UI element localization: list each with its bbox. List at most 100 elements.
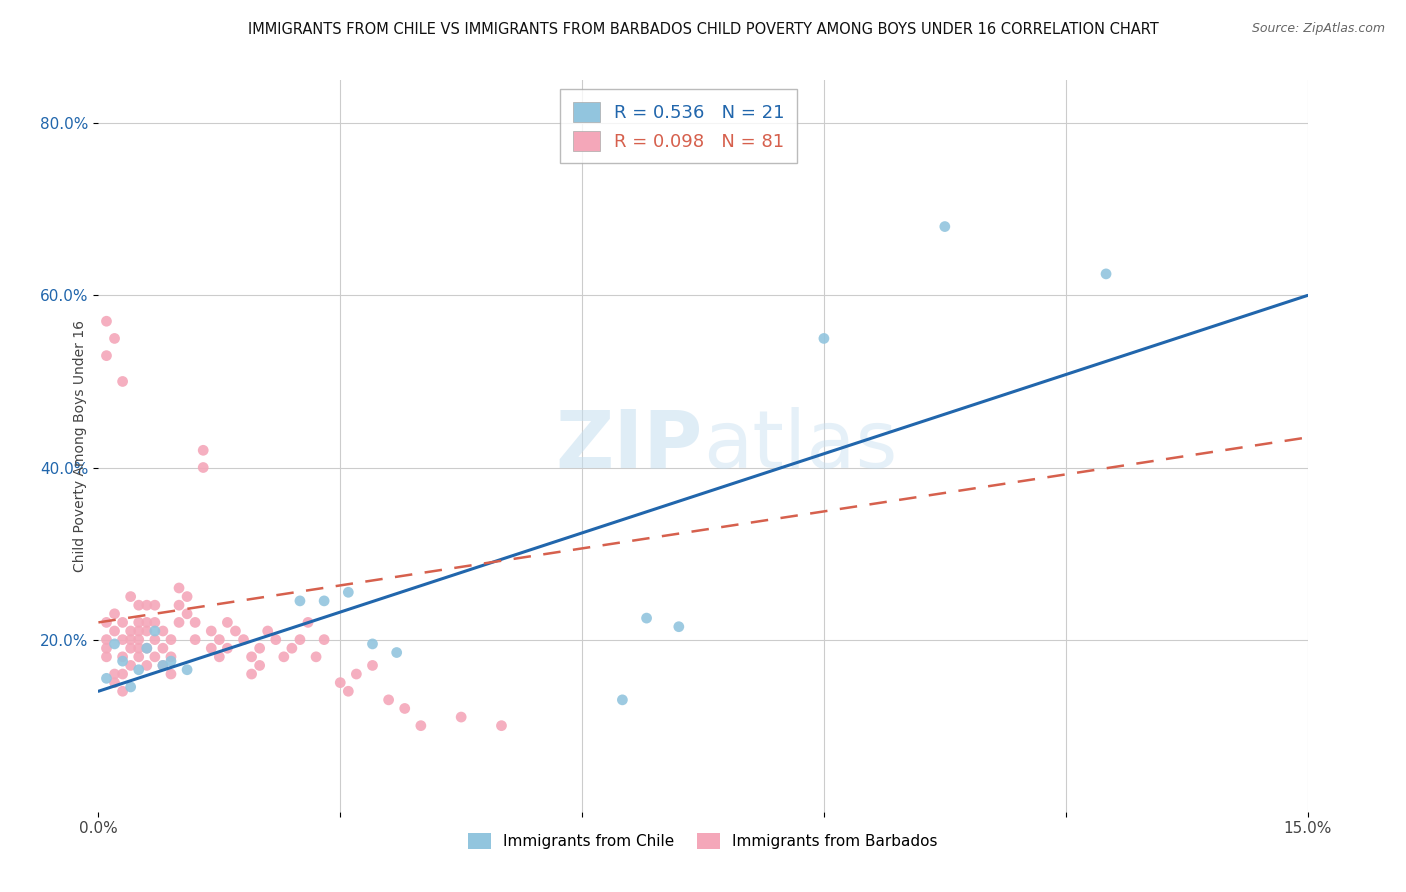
Point — [450, 710, 472, 724]
Point — [329, 675, 352, 690]
Point — [111, 615, 134, 630]
Point — [385, 646, 408, 660]
Point — [103, 667, 125, 681]
Point — [160, 654, 183, 668]
Point — [143, 632, 166, 647]
Point — [135, 598, 157, 612]
Point — [361, 658, 384, 673]
Point — [135, 624, 157, 638]
Point — [135, 615, 157, 630]
Point — [160, 649, 183, 664]
Point — [111, 375, 134, 389]
Point — [176, 663, 198, 677]
Point — [96, 641, 118, 656]
Point — [143, 649, 166, 664]
Point — [668, 620, 690, 634]
Point — [160, 632, 183, 647]
Point — [409, 719, 432, 733]
Point — [128, 641, 150, 656]
Point — [217, 641, 239, 656]
Point — [135, 641, 157, 656]
Point — [224, 624, 246, 638]
Point — [184, 615, 207, 630]
Text: ZIP: ZIP — [555, 407, 703, 485]
Point — [176, 590, 198, 604]
Point — [813, 331, 835, 345]
Point — [636, 611, 658, 625]
Point — [337, 585, 360, 599]
Point — [120, 624, 142, 638]
Point — [256, 624, 278, 638]
Point — [184, 632, 207, 647]
Point — [128, 663, 150, 677]
Point — [135, 641, 157, 656]
Point — [96, 632, 118, 647]
Point — [314, 594, 336, 608]
Point — [167, 615, 190, 630]
Point — [152, 641, 174, 656]
Point — [96, 671, 118, 685]
Point — [208, 632, 231, 647]
Point — [111, 684, 134, 698]
Text: Source: ZipAtlas.com: Source: ZipAtlas.com — [1251, 22, 1385, 36]
Point — [612, 693, 634, 707]
Point — [217, 615, 239, 630]
Point — [297, 615, 319, 630]
Point — [96, 615, 118, 630]
Point — [152, 658, 174, 673]
Point — [103, 331, 125, 345]
Point — [111, 632, 134, 647]
Point — [240, 649, 263, 664]
Point — [273, 649, 295, 664]
Point — [305, 649, 328, 664]
Point — [208, 649, 231, 664]
Point — [96, 649, 118, 664]
Text: IMMIGRANTS FROM CHILE VS IMMIGRANTS FROM BARBADOS CHILD POVERTY AMONG BOYS UNDER: IMMIGRANTS FROM CHILE VS IMMIGRANTS FROM… — [247, 22, 1159, 37]
Point — [240, 667, 263, 681]
Point — [314, 632, 336, 647]
Point — [143, 598, 166, 612]
Point — [111, 654, 134, 668]
Point — [249, 641, 271, 656]
Point — [200, 624, 222, 638]
Point — [128, 649, 150, 664]
Point — [1095, 267, 1118, 281]
Point — [232, 632, 254, 647]
Point — [361, 637, 384, 651]
Point — [96, 349, 118, 363]
Point — [249, 658, 271, 673]
Point — [264, 632, 287, 647]
Point — [128, 624, 150, 638]
Point — [193, 443, 215, 458]
Point — [143, 624, 166, 638]
Point — [128, 598, 150, 612]
Point — [160, 667, 183, 681]
Point — [491, 719, 513, 733]
Point — [200, 641, 222, 656]
Point — [96, 314, 118, 328]
Point — [111, 667, 134, 681]
Point — [176, 607, 198, 621]
Point — [281, 641, 304, 656]
Point — [167, 598, 190, 612]
Point — [103, 675, 125, 690]
Point — [152, 624, 174, 638]
Point — [128, 632, 150, 647]
Point — [128, 615, 150, 630]
Point — [135, 658, 157, 673]
Legend: Immigrants from Chile, Immigrants from Barbados: Immigrants from Chile, Immigrants from B… — [463, 826, 943, 855]
Point — [103, 607, 125, 621]
Point — [337, 684, 360, 698]
Point — [120, 680, 142, 694]
Point — [377, 693, 399, 707]
Point — [120, 641, 142, 656]
Point — [103, 637, 125, 651]
Point — [344, 667, 367, 681]
Point — [152, 658, 174, 673]
Point — [288, 594, 311, 608]
Point — [193, 460, 215, 475]
Point — [143, 615, 166, 630]
Point — [111, 649, 134, 664]
Point — [934, 219, 956, 234]
Y-axis label: Child Poverty Among Boys Under 16: Child Poverty Among Boys Under 16 — [73, 320, 87, 572]
